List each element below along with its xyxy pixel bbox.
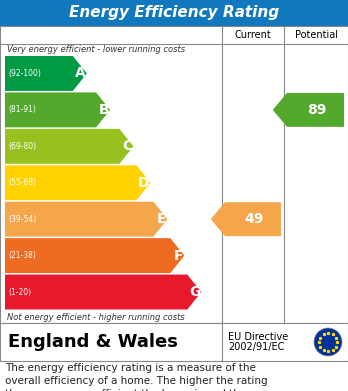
Bar xyxy=(0,0,348,26)
Text: Not energy efficient - higher running costs: Not energy efficient - higher running co… xyxy=(7,312,185,321)
Polygon shape xyxy=(5,202,167,237)
Text: England & Wales: England & Wales xyxy=(8,333,178,351)
Text: G: G xyxy=(189,285,200,299)
Text: 2002/91/EC: 2002/91/EC xyxy=(228,342,284,352)
Polygon shape xyxy=(5,92,110,127)
Text: Very energy efficient - lower running costs: Very energy efficient - lower running co… xyxy=(7,45,185,54)
Text: overall efficiency of a home. The higher the rating: overall efficiency of a home. The higher… xyxy=(5,376,268,386)
Bar xyxy=(0,26,348,323)
Text: Potential: Potential xyxy=(294,30,338,40)
Text: (81-91): (81-91) xyxy=(8,106,36,115)
Text: (39-54): (39-54) xyxy=(8,215,36,224)
Text: EU Directive: EU Directive xyxy=(228,332,288,342)
Text: D: D xyxy=(138,176,149,190)
Text: The energy efficiency rating is a measure of the: The energy efficiency rating is a measur… xyxy=(5,363,256,373)
Text: B: B xyxy=(98,103,109,117)
Text: (55-68): (55-68) xyxy=(8,178,36,187)
Text: Energy Efficiency Rating: Energy Efficiency Rating xyxy=(69,5,279,20)
Polygon shape xyxy=(5,129,133,164)
Text: Current: Current xyxy=(235,30,271,40)
Polygon shape xyxy=(5,238,184,273)
Text: the more energy efficient the home is and the: the more energy efficient the home is an… xyxy=(5,389,246,391)
Text: E: E xyxy=(157,212,166,226)
Text: 49: 49 xyxy=(244,212,264,226)
Text: C: C xyxy=(122,139,133,153)
Polygon shape xyxy=(5,165,150,200)
Polygon shape xyxy=(211,202,281,236)
Text: (1-20): (1-20) xyxy=(8,287,31,296)
Text: F: F xyxy=(174,249,183,263)
Text: (21-38): (21-38) xyxy=(8,251,36,260)
Polygon shape xyxy=(5,56,87,91)
Text: (69-80): (69-80) xyxy=(8,142,36,151)
Polygon shape xyxy=(273,93,344,127)
Polygon shape xyxy=(5,274,201,310)
Circle shape xyxy=(314,328,342,356)
Text: A: A xyxy=(75,66,86,81)
Text: (92-100): (92-100) xyxy=(8,69,41,78)
Text: 89: 89 xyxy=(307,103,326,117)
Bar xyxy=(0,323,348,361)
